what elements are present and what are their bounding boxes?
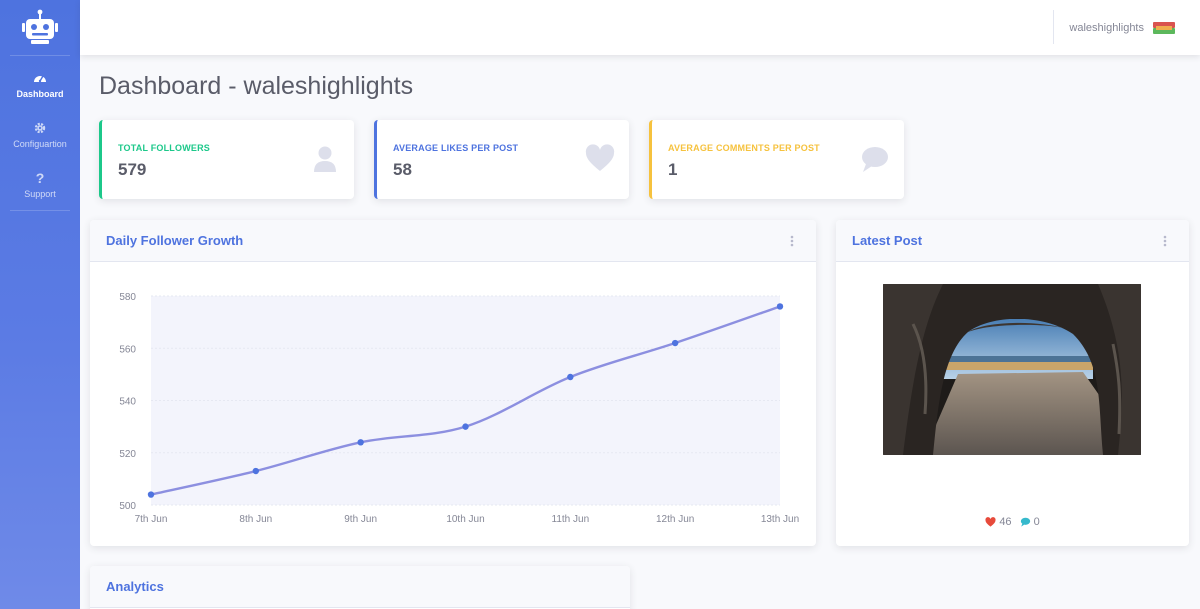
x-tick-label: 7th Jun xyxy=(135,514,168,525)
stat-value: 579 xyxy=(118,160,147,179)
stat-card-average-likes: AVERAGE LIKES PER POST 58 xyxy=(374,120,629,199)
gear-icon xyxy=(34,121,46,135)
data-point xyxy=(567,373,574,381)
sidebar: Dashboard Configuartion ? Support xyxy=(0,0,80,609)
username: waleshighlights xyxy=(1069,21,1144,34)
follower-growth-chart: 500 520 540 560 580 7th Jun 8th Jun 9th Jun 10th… xyxy=(119,292,799,525)
dashboard-icon xyxy=(33,71,47,85)
stat-card-average-comments: AVERAGE COMMENTS PER POST 1 xyxy=(649,120,904,199)
data-point xyxy=(357,439,364,446)
x-tick-label: 11th Jun xyxy=(552,514,590,525)
card-header: Latest Post xyxy=(836,220,1189,262)
y-tick-label: 580 xyxy=(119,292,136,303)
topbar-divider xyxy=(1053,10,1054,44)
x-tick-label: 8th Jun xyxy=(239,514,272,525)
sidebar-item-label: Dashboard xyxy=(16,89,64,99)
page-title: Dashboard - waleshighlights xyxy=(99,72,414,100)
comments-stat: 0 xyxy=(1020,516,1040,528)
stat-label: AVERAGE COMMENTS PER POST xyxy=(668,143,820,153)
stat-card-total-followers: TOTAL FOLLOWERS 579 xyxy=(99,120,354,199)
question-icon: ? xyxy=(35,170,45,186)
robot-logo-icon xyxy=(22,9,58,44)
x-tick-label: 12th Jun xyxy=(656,514,694,525)
user-icon xyxy=(314,146,336,172)
x-tick-label: 9th Jun xyxy=(344,514,377,525)
sidebar-item-label: Configuartion xyxy=(13,139,67,149)
card-title: Analytics xyxy=(106,579,164,594)
sidebar-item-configuartion[interactable]: Configuartion xyxy=(0,110,80,160)
card-header: Analytics xyxy=(90,566,630,608)
kebab-menu-icon[interactable] xyxy=(788,234,796,248)
data-point xyxy=(671,339,679,347)
topbar: waleshighlights xyxy=(80,0,1200,55)
post-stats: 46 0 xyxy=(836,516,1189,528)
kebab-menu-icon[interactable] xyxy=(1161,234,1169,248)
stat-value: 58 xyxy=(393,160,412,179)
sidebar-item-support[interactable]: ? Support xyxy=(0,160,80,210)
avatar xyxy=(1152,20,1176,36)
card-header: Daily Follower Growth xyxy=(90,220,816,262)
y-tick-label: 500 xyxy=(119,501,136,512)
latest-post-card: Latest Post xyxy=(836,220,1189,546)
likes-count: 46 xyxy=(999,516,1012,528)
post-image[interactable] xyxy=(883,284,1141,455)
data-point xyxy=(462,423,469,430)
x-tick-label: 10th Jun xyxy=(446,514,484,525)
y-tick-label: 540 xyxy=(119,397,136,408)
card-title: Latest Post xyxy=(852,233,923,248)
likes-stat: 46 xyxy=(985,516,1012,528)
user-menu[interactable]: waleshighlights xyxy=(1069,0,1176,55)
brand-logo[interactable] xyxy=(10,0,70,56)
sidebar-item-dashboard[interactable]: Dashboard xyxy=(0,60,80,110)
comment-icon xyxy=(862,147,888,172)
comment-icon xyxy=(1020,517,1030,527)
data-point xyxy=(252,467,260,475)
sidebar-item-label: Support xyxy=(24,189,56,199)
data-point xyxy=(776,303,784,310)
follower-growth-card: Daily Follower Growth 500 520 540 560 580 7th… xyxy=(90,220,816,546)
stat-label: TOTAL FOLLOWERS xyxy=(118,143,210,153)
heart-icon xyxy=(585,144,615,171)
comments-count: 0 xyxy=(1033,516,1040,528)
heart-icon xyxy=(985,517,996,527)
x-tick-label: 13th Jun xyxy=(761,514,799,525)
analytics-card: Analytics xyxy=(90,566,630,609)
sidebar-divider xyxy=(10,210,70,211)
y-tick-label: 560 xyxy=(119,344,136,355)
card-title: Daily Follower Growth xyxy=(106,233,244,248)
data-point xyxy=(147,491,155,498)
stat-label: AVERAGE LIKES PER POST xyxy=(393,143,519,153)
y-tick-label: 520 xyxy=(119,449,136,460)
stat-value: 1 xyxy=(668,160,678,179)
